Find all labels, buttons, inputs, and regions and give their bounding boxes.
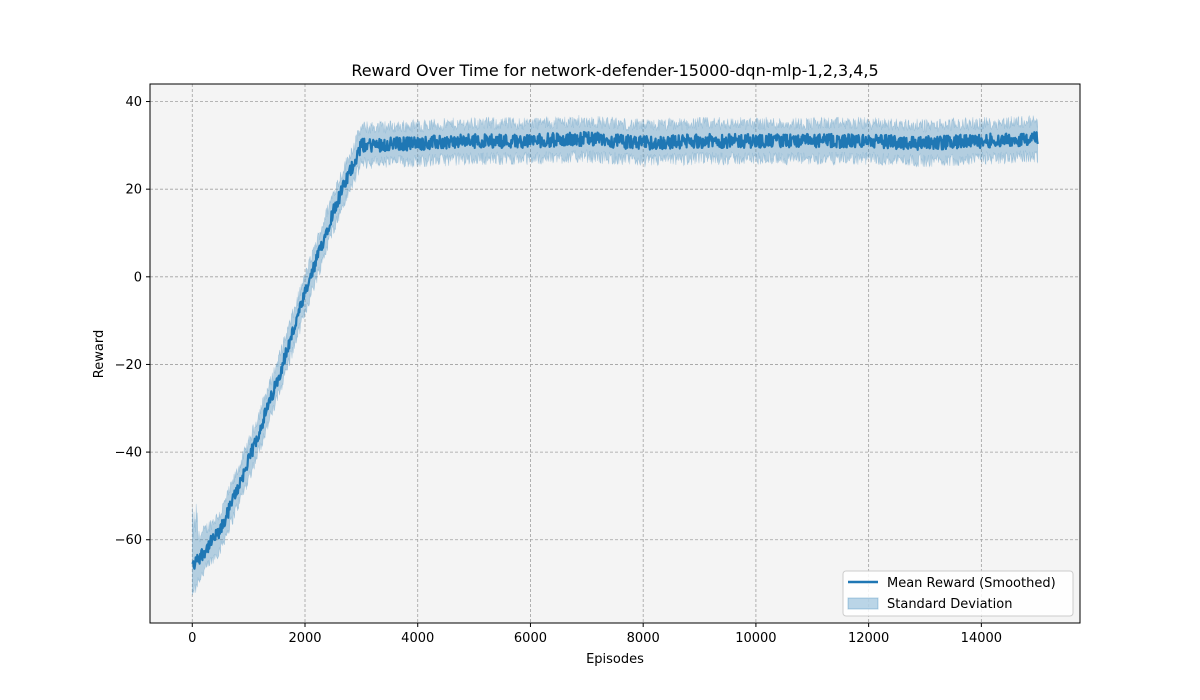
y-tick-label: −20 [115, 358, 142, 373]
y-tick-label: 20 [125, 183, 142, 198]
x-tick-label: 8000 [627, 631, 660, 646]
x-tick-label: 0 [188, 631, 196, 646]
legend-band-swatch [847, 597, 879, 610]
x-axis-label: Episodes [586, 652, 644, 667]
x-tick-label: 14000 [961, 631, 1002, 646]
x-tick-label: 12000 [848, 631, 889, 646]
legend: Mean Reward (Smoothed) Standard Deviatio… [842, 570, 1074, 617]
legend-label-mean: Mean Reward (Smoothed) [887, 576, 1056, 591]
y-tick-label: −40 [115, 446, 142, 461]
y-tick-label: 0 [134, 270, 142, 285]
chart-title: Reward Over Time for network-defender-15… [351, 61, 878, 80]
x-tick-label: 2000 [288, 631, 321, 646]
grid [150, 84, 1080, 623]
mean-reward-line [191, 130, 1039, 570]
plot-background [150, 84, 1080, 623]
std-band-layer [192, 114, 1038, 596]
legend-box [842, 570, 1074, 617]
std-band [192, 114, 1038, 596]
x-axis-ticks: 0 2000 4000 6000 8000 10000 12000 14000 [188, 623, 1002, 646]
y-tick-label: 40 [125, 95, 142, 110]
y-tick-label: −60 [115, 533, 142, 548]
y-axis-label: Reward [92, 330, 107, 378]
x-tick-label: 6000 [514, 631, 547, 646]
mean-line-layer [191, 130, 1039, 570]
x-tick-label: 10000 [735, 631, 776, 646]
plot-frame [149, 83, 1081, 624]
y-axis-ticks: −60 −40 −20 0 20 40 [115, 95, 150, 548]
x-tick-label: 4000 [401, 631, 434, 646]
legend-label-std: Standard Deviation [887, 597, 1012, 612]
